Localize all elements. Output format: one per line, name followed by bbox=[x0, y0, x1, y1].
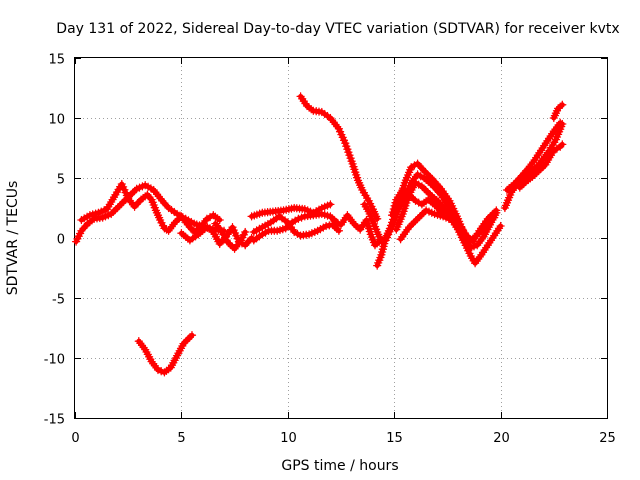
y-tick-label: 0 bbox=[57, 233, 65, 248]
series-markers-track-8 bbox=[249, 209, 341, 245]
series-markers-track-17 bbox=[500, 119, 567, 213]
y-tick-label: -5 bbox=[52, 293, 65, 308]
y-tick-label: -15 bbox=[44, 413, 65, 428]
x-tick-label: 20 bbox=[493, 431, 510, 446]
series-markers-track-5 bbox=[211, 219, 250, 253]
series-markers-track-7 bbox=[249, 212, 344, 240]
series-markers-track-11 bbox=[360, 200, 386, 246]
series-markers-track-19 bbox=[515, 140, 567, 192]
series-markers-track-16 bbox=[387, 185, 448, 220]
series-markers-track-20 bbox=[549, 100, 567, 123]
y-tick-label: 15 bbox=[48, 53, 65, 68]
series-markers-track-10 bbox=[330, 211, 384, 250]
series-group bbox=[71, 92, 567, 377]
x-tick-label: 15 bbox=[386, 431, 403, 446]
series-markers-track-9 bbox=[296, 92, 382, 223]
axis-ticks: 0 5 10 15 20 25 -15 -10 -5 0 5 10 15 bbox=[44, 53, 616, 447]
series-markers-track-3 bbox=[134, 331, 197, 377]
grid bbox=[75, 58, 607, 418]
plot-frame bbox=[74, 57, 608, 419]
chart-title: Day 131 of 2022, Sidereal Day-to-day VTE… bbox=[56, 21, 619, 37]
x-tick-label: 10 bbox=[280, 431, 297, 446]
y-tick-label: 5 bbox=[57, 173, 65, 188]
series-markers-track-18 bbox=[502, 118, 565, 195]
x-axis-label: GPS time / hours bbox=[281, 458, 398, 474]
x-tick-label: 5 bbox=[177, 431, 185, 446]
x-tick-label: 25 bbox=[599, 431, 616, 446]
y-tick-label: 10 bbox=[48, 113, 65, 128]
y-tick-label: -10 bbox=[44, 353, 65, 368]
y-axis-label: SDTVAR / TECUs bbox=[5, 181, 21, 296]
series-markers-track-2 bbox=[77, 179, 224, 237]
series-markers-track-4 bbox=[177, 223, 256, 250]
x-tick-label: 0 bbox=[71, 431, 79, 446]
